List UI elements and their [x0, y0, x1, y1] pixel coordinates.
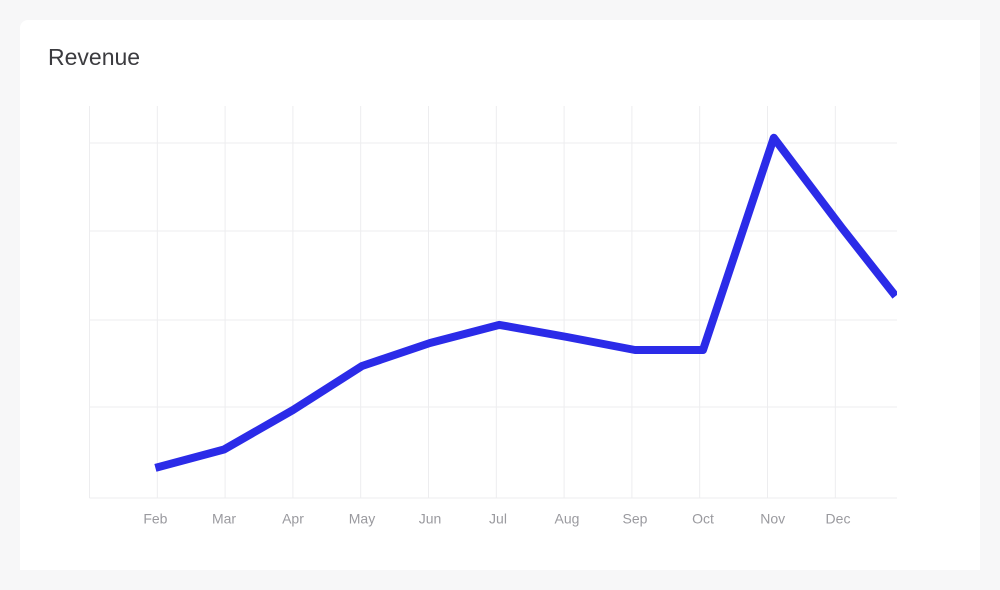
- svg-text:Sep: Sep: [623, 511, 648, 527]
- svg-text:Aug: Aug: [555, 511, 580, 527]
- svg-text:May: May: [349, 511, 375, 527]
- svg-text:Dec: Dec: [826, 511, 851, 527]
- svg-text:Mar: Mar: [212, 511, 236, 527]
- svg-text:Oct: Oct: [692, 511, 714, 527]
- svg-text:Nov: Nov: [760, 511, 785, 527]
- svg-text:Jul: Jul: [489, 511, 507, 527]
- svg-text:Apr: Apr: [282, 511, 304, 527]
- svg-text:Feb: Feb: [143, 511, 167, 527]
- svg-text:Jun: Jun: [419, 511, 442, 527]
